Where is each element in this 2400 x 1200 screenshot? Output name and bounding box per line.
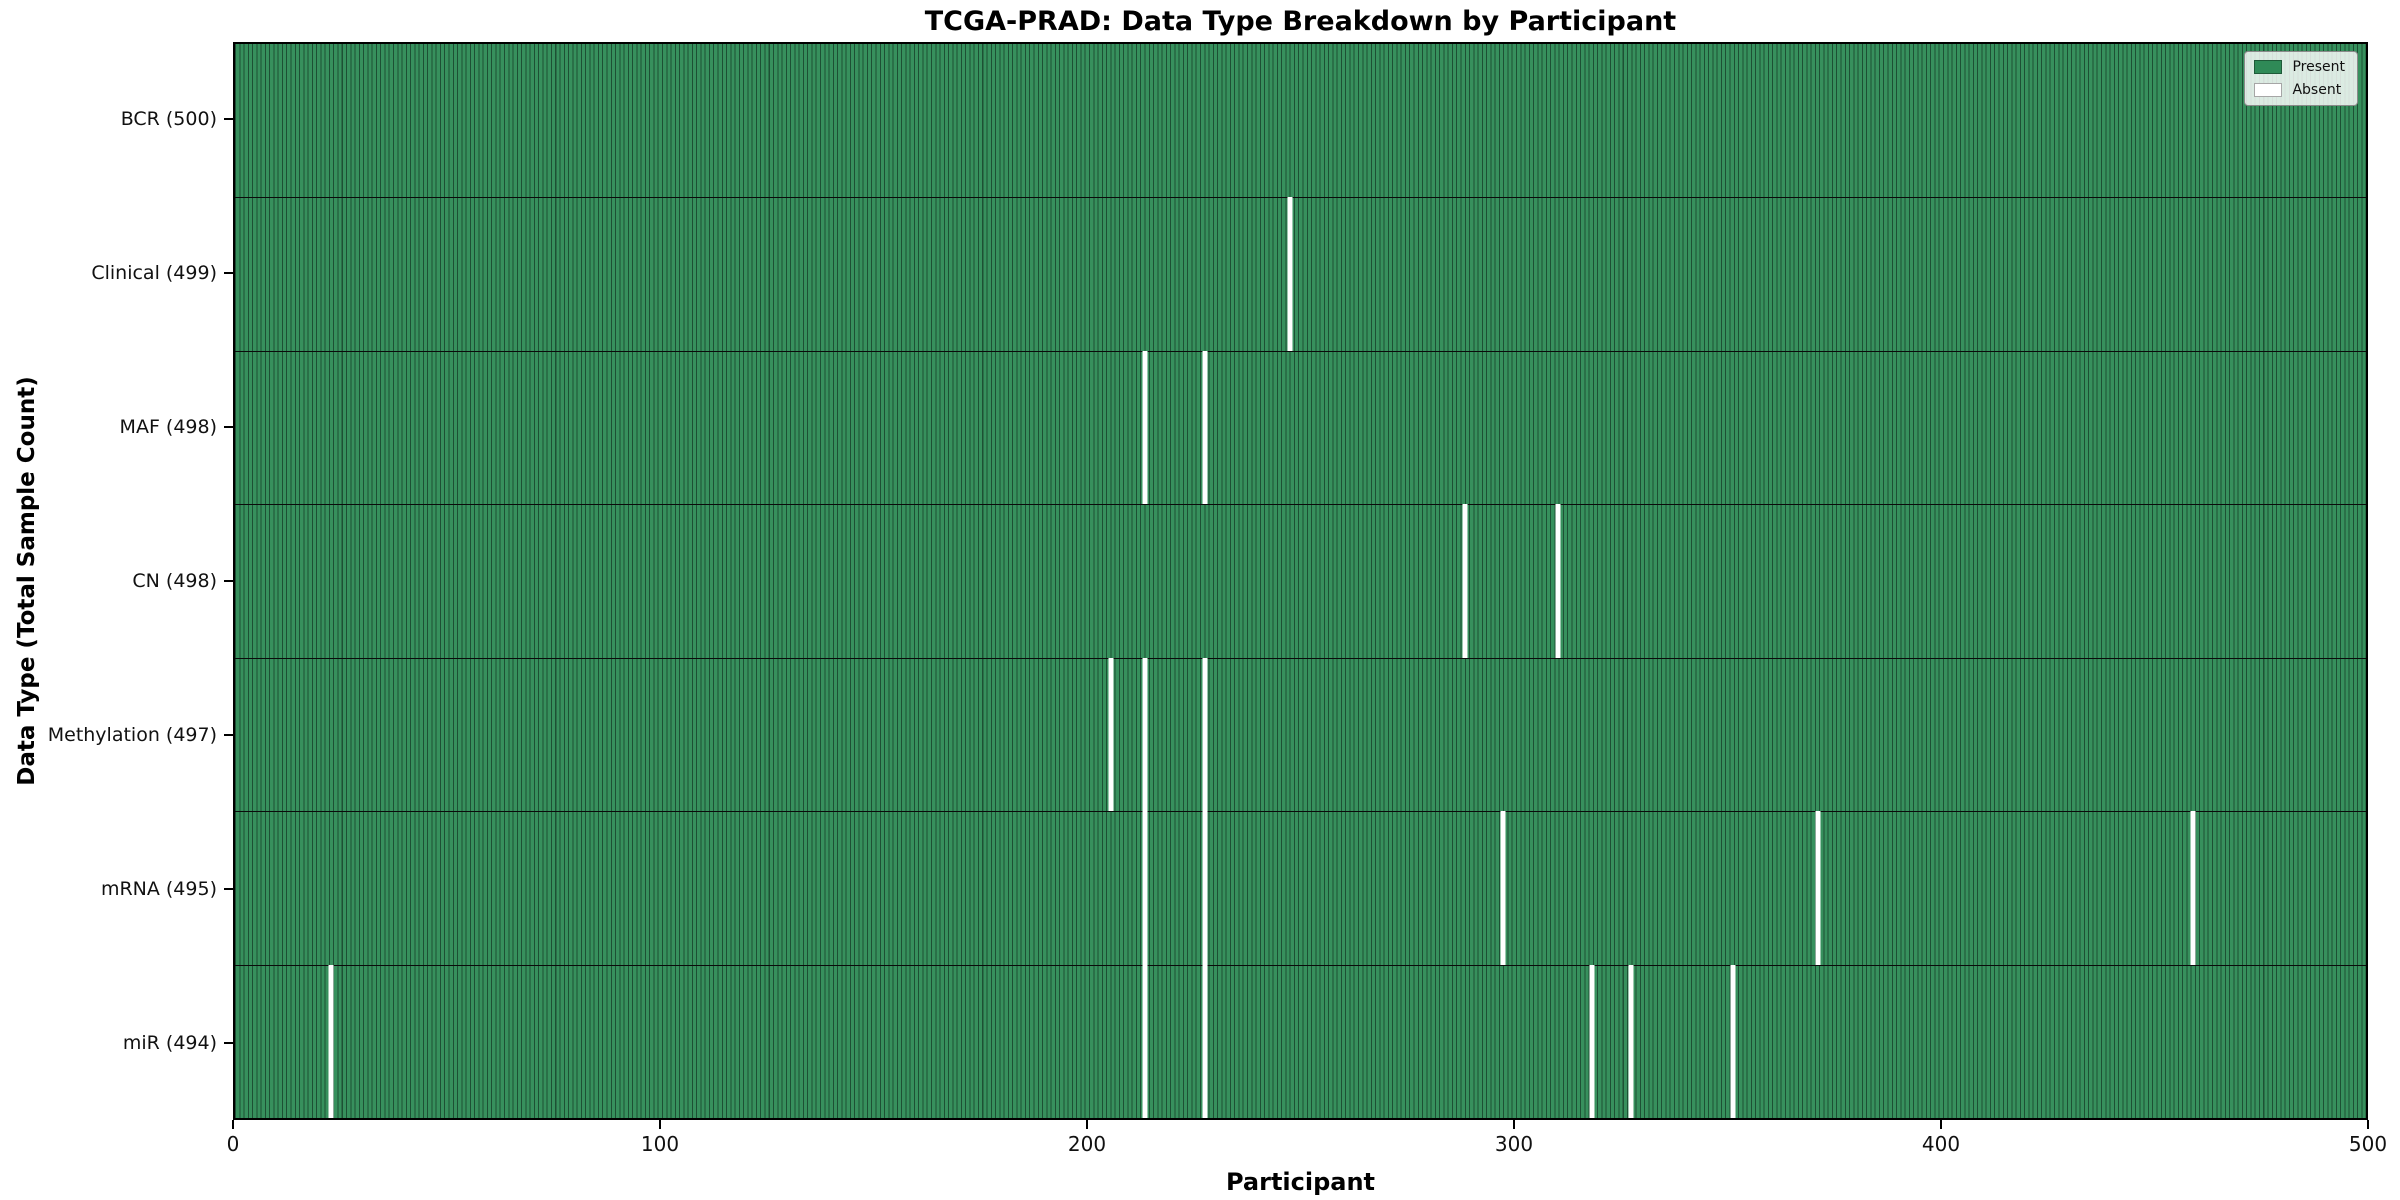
x-tick-mark [1513, 1120, 1515, 1129]
legend-present-label: Present [2292, 59, 2345, 75]
y-tick-mark [224, 272, 233, 274]
absent-cell-mRNA-213 [1142, 811, 1148, 965]
row-divider [235, 350, 2366, 352]
row-divider [235, 811, 2366, 813]
y-tick-label-mRNA: mRNA (495) [100, 878, 217, 900]
absent-cell-miR-227 [1202, 964, 1208, 1118]
absent-cell-miR-22 [328, 964, 334, 1118]
y-tick-label-Clinical: Clinical (499) [91, 262, 217, 284]
y-tick-label-Methylation: Methylation (497) [47, 724, 217, 746]
absent-cell-Methylation-227 [1202, 657, 1208, 812]
y-tick-mark [224, 888, 233, 890]
absent-cell-Methylation-205 [1108, 657, 1114, 812]
x-tick-label-100: 100 [640, 1132, 680, 1156]
x-tick-mark [232, 1120, 234, 1129]
x-tick-label-300: 300 [1494, 1132, 1534, 1156]
absent-cell-mRNA-371 [1815, 811, 1821, 965]
y-tick-mark [224, 1042, 233, 1044]
absent-cell-mRNA-459 [2190, 811, 2196, 965]
y-tick-label-miR: miR (494) [122, 1032, 217, 1054]
chart-title: TCGA-PRAD: Data Type Breakdown by Partic… [924, 6, 1677, 37]
absent-cell-CN-310 [1555, 504, 1561, 658]
x-tick-label-200: 200 [1067, 1132, 1107, 1156]
legend-absent-swatch [2254, 83, 2283, 97]
absent-cell-miR-327 [1628, 964, 1634, 1118]
absent-cell-mRNA-297 [1500, 811, 1506, 965]
row-divider [235, 197, 2366, 199]
x-tick-mark [1940, 1120, 1942, 1129]
row-divider [235, 657, 2366, 659]
row-divider [235, 964, 2366, 966]
absent-cell-MAF-227 [1202, 350, 1208, 505]
y-tick-label-CN: CN (498) [132, 570, 217, 592]
row-divider [235, 504, 2366, 506]
absent-cell-miR-351 [1730, 964, 1736, 1118]
legend: Present Absent [2244, 51, 2358, 106]
x-tick-mark [2367, 1120, 2369, 1129]
x-axis-label: Participant [1225, 1168, 1376, 1196]
y-tick-mark [224, 118, 233, 120]
y-tick-mark [224, 426, 233, 428]
x-tick-label-500: 500 [2348, 1132, 2388, 1156]
x-tick-mark [1086, 1120, 1088, 1129]
y-tick-label-MAF: MAF (498) [119, 416, 217, 438]
x-axis: 0 100 200 300 400 500 [227, 1120, 2387, 1166]
absent-cell-mRNA-227 [1202, 811, 1208, 965]
x-tick-mark [659, 1120, 661, 1129]
x-tick-label-0: 0 [226, 1132, 240, 1156]
legend-entry-present: Present [2254, 59, 2345, 75]
y-tick-label-BCR: BCR (500) [120, 108, 217, 130]
y-tick-mark [224, 580, 233, 582]
legend-absent-label: Absent [2292, 82, 2342, 98]
absent-cell-miR-318 [1589, 964, 1595, 1118]
absent-cell-miR-213 [1142, 964, 1148, 1118]
x-tick-label-400: 400 [1921, 1132, 1961, 1156]
y-tick-mark [224, 734, 233, 736]
absent-cell-MAF-213 [1142, 350, 1148, 505]
absent-cell-Methylation-213 [1142, 657, 1148, 812]
legend-entry-absent: Absent [2254, 82, 2345, 98]
legend-present-swatch [2254, 60, 2283, 74]
absent-cell-CN-288 [1462, 504, 1468, 658]
y-axis: BCR (500) Clinical (499) MAF (498) CN (498)… [0, 42, 233, 1120]
plot-area: Present Absent [233, 42, 2368, 1120]
absent-cell-Clinical-247 [1287, 197, 1293, 351]
